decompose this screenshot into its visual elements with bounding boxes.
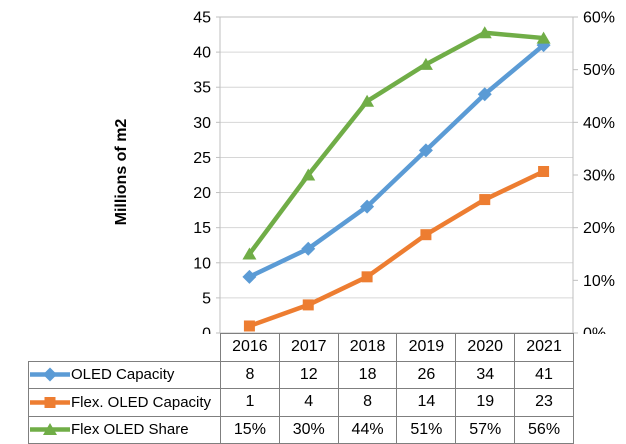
- square-marker: [361, 271, 373, 283]
- left-axis-tick-label: 35: [193, 80, 211, 97]
- left-axis-tick-label: 0: [202, 326, 211, 335]
- diamond-marker: [477, 87, 492, 102]
- x-axis-year-label: 2017: [278, 333, 339, 362]
- table-corner-cell: [29, 334, 221, 362]
- table-value-cell: 57%: [455, 415, 516, 444]
- square-marker: [44, 396, 56, 408]
- legend-cell: OLED Capacity: [28, 360, 221, 389]
- table-year-row: 2016 2017 2018 2019 2020 2021: [29, 333, 574, 362]
- table-value-cell: 56%: [514, 415, 574, 444]
- series-name-label: OLED Capacity: [71, 366, 175, 384]
- square-legend-key-icon: [30, 396, 70, 408]
- right-axis-tick-label: 40%: [583, 115, 615, 132]
- table-value-cell: 15%: [220, 415, 280, 444]
- series-line-flex-oled-share: [247, 30, 546, 257]
- left-axis-tick-label: 10: [193, 255, 211, 272]
- diamond-marker: [242, 269, 257, 284]
- table-value-cell: 26: [396, 360, 457, 389]
- series-line-flex-oled-capacity: [247, 169, 546, 329]
- left-axis-tick-label: 20: [193, 185, 211, 202]
- right-axis-tick-label: 10%: [583, 273, 615, 290]
- series-line-oled-capacity: [247, 42, 546, 280]
- diamond-marker: [360, 199, 375, 214]
- right-axis-tick-label: 20%: [583, 220, 615, 237]
- legend-cell: Flex. OLED Capacity: [28, 388, 221, 417]
- table-value-cell: 23: [514, 388, 574, 417]
- plot-border: [219, 16, 574, 334]
- table-value-cell: 34: [455, 360, 516, 389]
- table-value-cell: 19: [455, 388, 516, 417]
- square-marker: [243, 320, 255, 332]
- square-marker: [302, 299, 314, 311]
- left-axis-tick-label: 45: [193, 10, 211, 27]
- table-value-cell: 12: [278, 360, 339, 389]
- triangle-marker: [418, 57, 433, 70]
- square-marker: [538, 165, 550, 177]
- series-oled-capacity: [242, 38, 551, 284]
- table-value-cell: 14: [396, 388, 457, 417]
- table-value-cell: 18: [337, 360, 398, 389]
- left-axis-tick-label: 5: [202, 290, 211, 307]
- table-row-oled-capacity: OLED Capacity 8 12 18 26 34 41: [28, 360, 574, 389]
- table-row-flex-oled-share: Flex OLED Share 15% 30% 44% 51% 57% 56%: [28, 415, 574, 444]
- table-value-cell: 41: [514, 360, 574, 389]
- left-axis-tick-label: 30: [193, 115, 211, 132]
- triangle-marker: [43, 423, 57, 436]
- table-value-cell: 4: [278, 388, 339, 417]
- diamond-legend-key-icon: [30, 367, 70, 382]
- right-axis-tick-label: 30%: [583, 168, 615, 185]
- table-value-cell: 30%: [278, 415, 339, 444]
- series-flex-oled-share: [242, 26, 551, 260]
- x-axis-year-label: 2020: [455, 333, 516, 362]
- right-axis-tick-label: 50%: [583, 62, 615, 79]
- table-value-cell: 44%: [337, 415, 398, 444]
- diamond-marker: [301, 241, 316, 256]
- table-value-cell: 8: [337, 388, 398, 417]
- table-value-cell: 51%: [396, 415, 457, 444]
- square-marker: [420, 229, 432, 241]
- x-axis-year-label: 2019: [396, 333, 457, 362]
- triangle-marker: [242, 247, 257, 260]
- legend-cell: Flex OLED Share: [28, 415, 221, 444]
- x-axis-year-label: 2021: [514, 333, 574, 362]
- left-axis-tick-label: 40: [193, 45, 211, 62]
- line-chart-plot: 0 5 10 15 20 25 30 35 40 45 0% 10% 20% 30% 40% 50% 60%: [193, 10, 615, 335]
- triangle-marker: [477, 26, 492, 39]
- y-axis-title: Millions of m2: [113, 118, 130, 226]
- triangle-marker: [536, 31, 551, 44]
- data-table: 2016 2017 2018 2019 2020 2021 OLED Capacity 8 12…: [28, 333, 574, 444]
- table-row-flex-oled-capacity: Flex. OLED Capacity 1 4 8 14 19 23: [28, 388, 574, 417]
- left-axis-tick-label: 15: [193, 220, 211, 237]
- series-flex-oled-capacity: [243, 165, 550, 332]
- x-axis-year-label: 2016: [220, 333, 280, 362]
- triangle-legend-key-icon: [30, 423, 70, 436]
- table-value-cell: 8: [220, 360, 280, 389]
- right-axis-tick-label: 60%: [583, 10, 615, 27]
- diamond-marker: [43, 367, 57, 382]
- series-name-label: Flex. OLED Capacity: [71, 393, 212, 411]
- triangle-marker: [360, 94, 375, 107]
- triangle-marker: [301, 168, 316, 181]
- diamond-marker: [418, 143, 433, 158]
- series-name-label: Flex OLED Share: [71, 421, 189, 439]
- right-axis-tick-label: 0%: [583, 326, 606, 335]
- x-axis-year-label: 2018: [337, 333, 398, 362]
- left-axis-tick-label: 25: [193, 150, 211, 167]
- table-value-cell: 1: [220, 388, 280, 417]
- square-marker: [479, 194, 491, 206]
